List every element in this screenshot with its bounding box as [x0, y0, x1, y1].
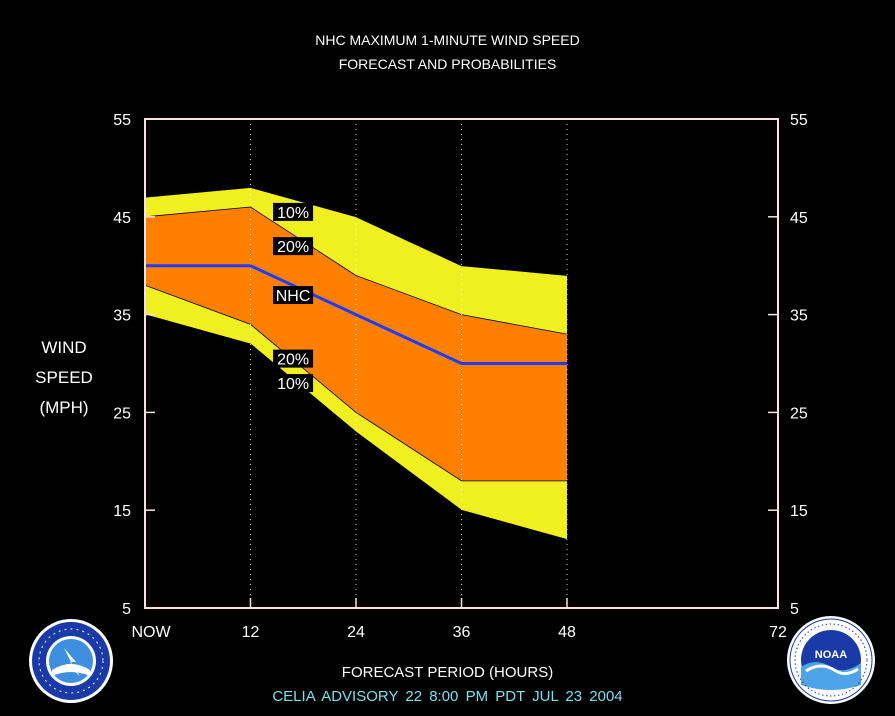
y-tick-label-right: 15 [790, 503, 808, 520]
y-tick-label-left: 55 [113, 112, 131, 129]
annotation-label: 20% [277, 239, 309, 256]
annotation-box [273, 202, 314, 221]
y-tick-label-right: 25 [790, 405, 808, 422]
annotation-label: 10% [277, 376, 309, 393]
annotation-label: NHC [276, 288, 311, 305]
chart-title-line1: NHC MAXIMUM 1-MINUTE WIND SPEED [315, 32, 580, 48]
annotation-label: 10% [277, 205, 309, 222]
chart-title-line2: FORECAST AND PROBABILITIES [338, 56, 557, 72]
band-lower-edge [144, 284, 567, 482]
x-tick-label: 48 [558, 624, 576, 641]
nws-logo-icon [28, 618, 114, 709]
y-tick-label-left: 25 [113, 405, 131, 422]
y-tick-label-left: 45 [113, 210, 131, 227]
y-tick-label-right: 35 [790, 308, 808, 325]
y-axis-label-line1: WIND [41, 338, 87, 357]
y-tick-label-right: 5 [790, 601, 799, 618]
noaa-logo-icon: NOAA [786, 615, 876, 710]
annotation-box [273, 237, 314, 256]
advisory-line: CELIA ADVISORY 22 8:00 PM PDT JUL 23 200… [272, 688, 623, 705]
band-20pct [145, 207, 567, 481]
x-tick-label: NOW [131, 624, 171, 641]
annotation-box [273, 374, 314, 393]
y-tick-label-right: 55 [790, 112, 808, 129]
x-tick-label: 24 [347, 624, 365, 641]
annotation-box [273, 286, 314, 305]
y-tick-label-left: 15 [113, 503, 131, 520]
annotation-label: 20% [277, 352, 309, 369]
y-axis-label-line2: SPEED [35, 368, 93, 387]
annotation-box [273, 349, 314, 368]
x-axis-label: FORECAST PERIOD (HOURS) [341, 664, 554, 681]
y-tick-label-left: 35 [113, 308, 131, 325]
band-upper-edge [144, 187, 568, 276]
x-tick-label: 72 [769, 624, 787, 641]
band-upper-edge [144, 206, 568, 335]
y-tick-label-right: 45 [790, 210, 808, 227]
noaa-logo-text: NOAA [815, 649, 847, 661]
y-tick-label-left: 5 [122, 601, 131, 618]
band-lower-edge [144, 314, 568, 540]
x-tick-label: 12 [242, 624, 260, 641]
y-axis-label-line3: (MPH) [39, 398, 89, 417]
x-tick-label: 36 [453, 624, 471, 641]
